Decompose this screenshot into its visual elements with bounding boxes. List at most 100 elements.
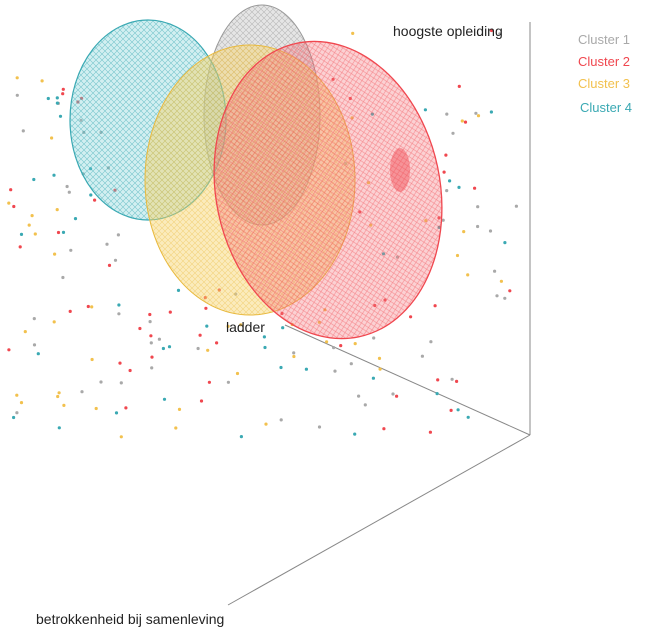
data-point-125: [262, 335, 266, 339]
data-point-145: [325, 340, 329, 344]
data-point-93: [235, 371, 240, 376]
data-point-138: [124, 406, 128, 410]
data-point-109: [119, 381, 123, 385]
data-point-75: [206, 348, 210, 352]
data-point-115: [226, 380, 230, 384]
data-point-187: [474, 111, 478, 115]
data-point-65: [117, 312, 121, 316]
cluster-ellipsoids: [69, 4, 443, 340]
data-point-78: [433, 304, 437, 308]
data-point-177: [442, 170, 446, 174]
data-point-96: [332, 346, 336, 350]
data-point-79: [196, 346, 200, 351]
data-point-31: [55, 101, 60, 105]
data-point-89: [174, 426, 178, 430]
data-point-144: [177, 407, 182, 411]
data-point-86: [148, 320, 152, 324]
data-point-23: [32, 343, 37, 347]
data-point-52: [55, 208, 59, 212]
data-point-171: [448, 179, 452, 183]
data-point-15: [105, 242, 109, 246]
data-point-105: [226, 324, 230, 328]
data-point-120: [138, 326, 142, 331]
data-point-84: [428, 430, 432, 434]
data-point-61: [68, 309, 72, 313]
data-point-62: [90, 357, 94, 362]
data-point-122: [149, 341, 153, 345]
data-point-5: [32, 317, 36, 321]
data-point-99: [420, 354, 424, 358]
legend-item-cluster-1: Cluster 1: [578, 32, 630, 47]
data-point-63: [56, 394, 60, 399]
data-point-130: [279, 418, 283, 422]
data-point-69: [50, 136, 54, 140]
data-point-147: [150, 366, 154, 370]
data-point-121: [304, 367, 308, 371]
data-point-77: [377, 356, 382, 360]
data-point-26: [90, 305, 94, 309]
data-point-73: [264, 422, 268, 426]
data-point-43: [21, 129, 25, 133]
axis-x-line: [227, 434, 531, 606]
data-point-87: [371, 376, 375, 380]
data-point-178: [451, 131, 455, 135]
legend-item-cluster-4: Cluster 4: [580, 100, 632, 115]
data-point-116: [339, 344, 343, 348]
data-point-185: [476, 224, 480, 229]
data-point-180: [460, 119, 464, 123]
data-point-47: [89, 193, 93, 197]
data-point-8: [19, 232, 24, 236]
data-point-72: [409, 315, 413, 319]
data-point-175: [503, 296, 507, 300]
data-point-102: [239, 435, 243, 439]
data-point-97: [167, 345, 172, 349]
data-point-141: [198, 333, 202, 337]
data-point-172: [423, 108, 427, 112]
data-point-126: [279, 365, 283, 370]
data-point-35: [23, 330, 27, 334]
data-point-181: [445, 112, 449, 116]
data-point-12: [67, 190, 71, 194]
data-point-119: [204, 306, 208, 310]
data-point-146: [150, 355, 154, 359]
data-point-129: [207, 380, 211, 384]
data-point-103: [333, 369, 337, 373]
data-point-25: [114, 411, 119, 415]
data-point-54: [19, 401, 24, 405]
data-point-88: [215, 341, 219, 345]
data-point-3: [52, 173, 56, 177]
data-point-27: [9, 188, 13, 192]
data-point-143: [263, 345, 267, 350]
data-point-98: [382, 427, 386, 431]
data-point-190: [462, 230, 466, 234]
axis-label-x: betrokkenheid bij samenleving: [36, 611, 224, 627]
data-point-90: [395, 394, 399, 398]
data-point-183: [476, 114, 481, 118]
data-point-127: [353, 342, 357, 346]
data-point-0: [61, 275, 65, 280]
data-point-38: [15, 76, 19, 80]
data-point-179: [444, 153, 448, 157]
data-point-7: [12, 415, 16, 420]
data-point-137: [292, 354, 296, 359]
data-point-56: [57, 426, 61, 430]
data-point-58: [94, 406, 98, 411]
data-point-42: [32, 177, 36, 182]
data-point-32: [57, 391, 61, 395]
data-point-131: [292, 351, 296, 355]
data-point-50: [15, 93, 19, 97]
data-point-21: [61, 230, 66, 234]
data-point-22: [56, 230, 61, 235]
data-point-142: [435, 392, 439, 396]
data-point-166: [463, 120, 468, 124]
legend-item-cluster-2: Cluster 2: [578, 54, 630, 69]
data-point-16: [73, 217, 78, 221]
data-point-111: [353, 432, 357, 436]
data-point-193: [495, 294, 499, 298]
data-point-161: [441, 218, 445, 222]
data-point-67: [65, 184, 69, 189]
data-point-64: [12, 204, 16, 209]
data-point-33: [58, 114, 63, 118]
data-point-164: [493, 269, 497, 273]
